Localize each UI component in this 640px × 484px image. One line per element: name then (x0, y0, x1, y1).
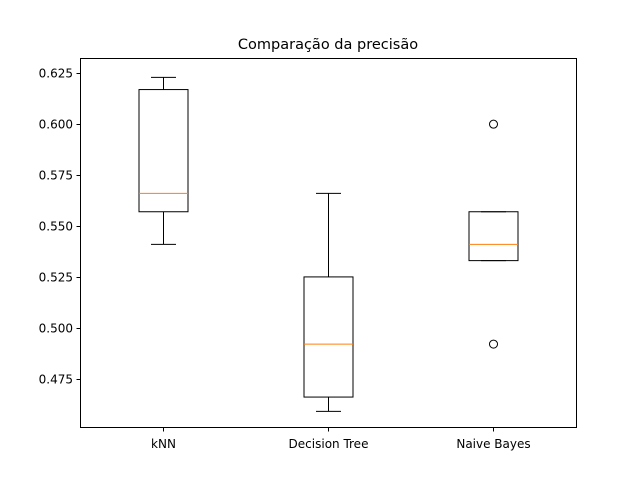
y-tick-label: 0.500 (39, 322, 73, 336)
y-tick-label: 0.525 (39, 271, 73, 285)
y-tick-label: 0.475 (39, 373, 73, 387)
x-tick-label: kNN (151, 437, 176, 451)
outlier-point (489, 339, 498, 349)
chart-title: Comparação da precisão (238, 37, 418, 53)
y-tick-label: 0.625 (39, 67, 73, 81)
box-series (138, 76, 519, 412)
outlier-point (489, 119, 498, 129)
box-iqr (468, 211, 519, 262)
box-3 (468, 119, 519, 349)
box-2 (303, 192, 354, 412)
y-tick-label: 0.600 (39, 118, 73, 132)
x-tick-label: Naive Bayes (456, 437, 530, 451)
box-1 (138, 76, 189, 245)
y-tick-label: 0.575 (39, 169, 73, 183)
box-iqr (138, 89, 189, 213)
y-tick-label: 0.550 (39, 220, 73, 234)
x-tick-label: Decision Tree (289, 437, 369, 451)
y-axis: 0.475 0.500 0.525 0.550 0.575 0.600 0.625 (39, 67, 81, 387)
box-iqr (303, 276, 354, 398)
x-axis: kNN Decision Tree Naive Bayes (151, 427, 531, 451)
